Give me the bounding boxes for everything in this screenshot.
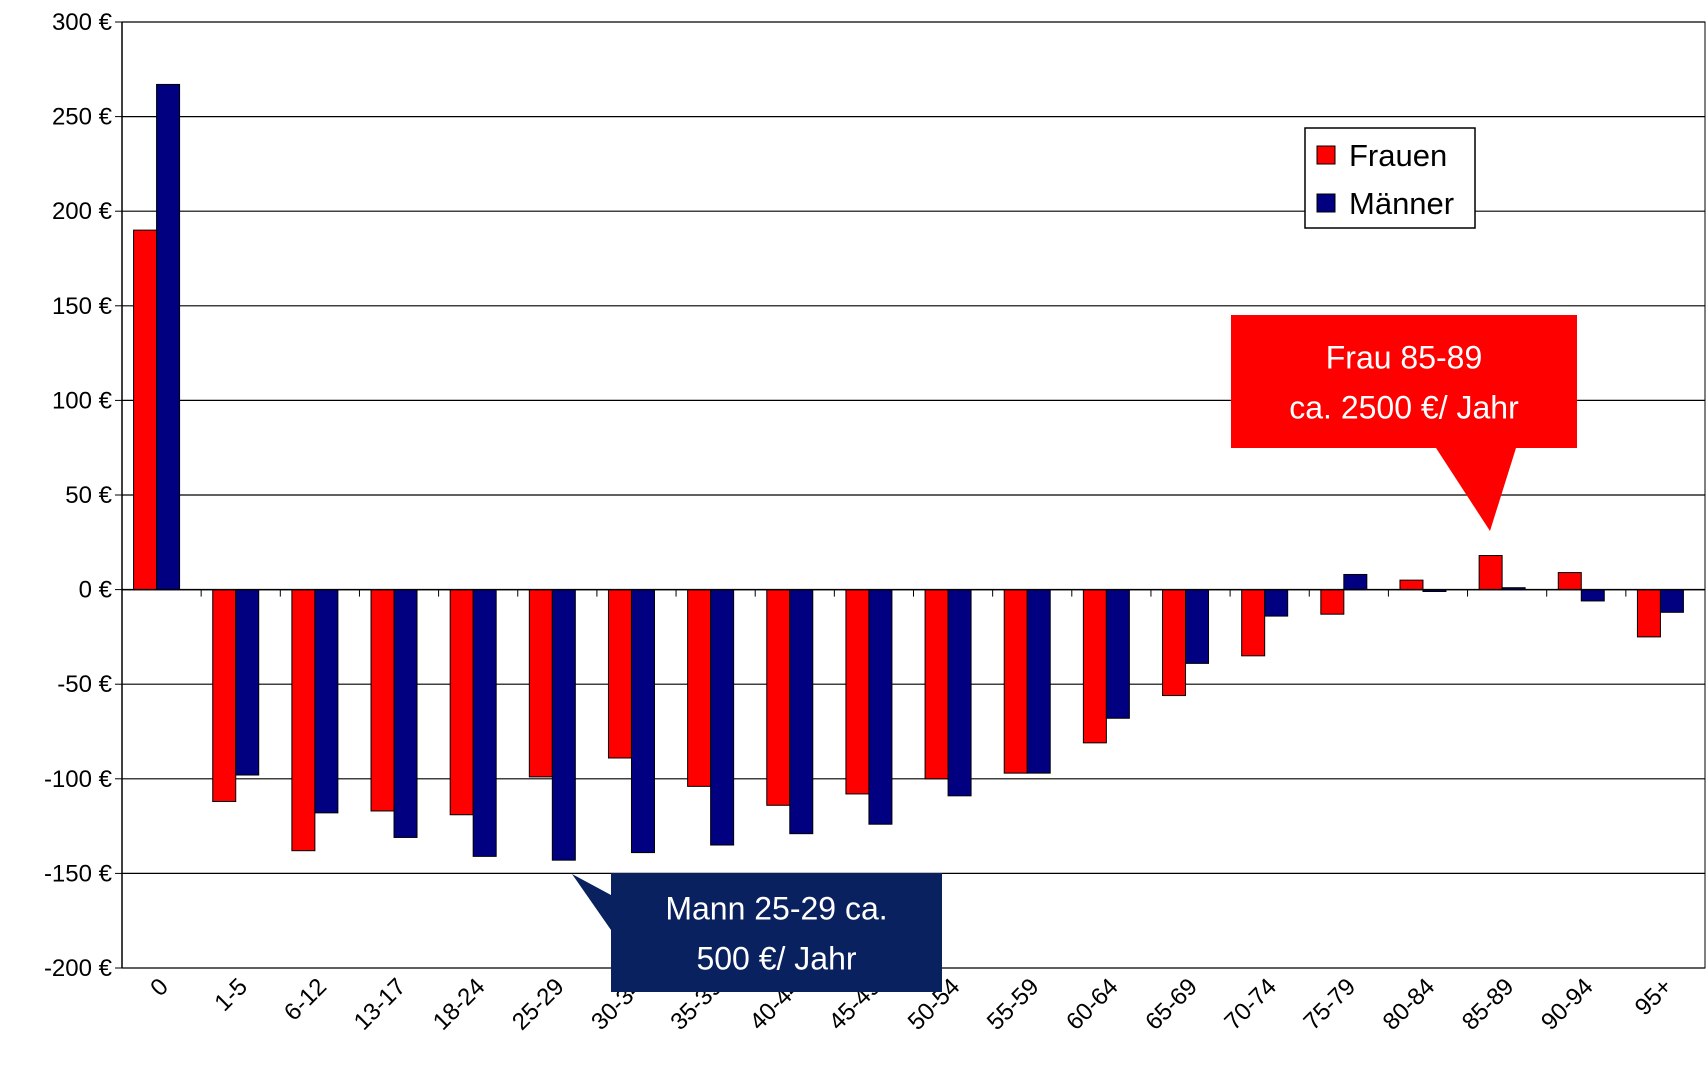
bar <box>1478 555 1503 591</box>
legend-swatch <box>1316 145 1336 165</box>
bar <box>845 589 870 795</box>
bar <box>1264 589 1289 617</box>
callout-box <box>1231 315 1577 448</box>
callout-pointer <box>572 874 611 930</box>
bar <box>1241 589 1266 657</box>
bar <box>1580 589 1605 602</box>
annotation: 500 €/ Jahr <box>696 941 856 977</box>
bar <box>314 589 339 814</box>
bar <box>1636 589 1661 638</box>
bar <box>687 589 712 787</box>
bar <box>370 589 395 812</box>
y-tick-label: 250 € <box>52 104 113 131</box>
bar <box>291 589 316 852</box>
bar <box>868 589 893 825</box>
y-tick-label: -200 € <box>44 955 113 982</box>
bar <box>472 589 497 857</box>
bar <box>1026 589 1051 774</box>
x-tick-label: 80-84 <box>1378 973 1441 1036</box>
bar <box>1320 589 1345 615</box>
legend-label: Männer <box>1349 186 1454 221</box>
y-tick-label: 0 € <box>79 577 113 604</box>
bar <box>156 83 181 591</box>
y-tick-label: 200 € <box>52 198 113 225</box>
y-tick-label: -150 € <box>44 860 113 887</box>
bar <box>1185 589 1210 664</box>
y-tick-label: 100 € <box>52 387 113 414</box>
bar <box>766 589 791 806</box>
x-tick-label: 85-89 <box>1457 973 1520 1036</box>
x-tick-label: 95+ <box>1630 973 1678 1021</box>
bar <box>449 589 474 816</box>
x-tick-label: 13-17 <box>349 973 412 1036</box>
bar <box>1003 589 1028 774</box>
bar <box>924 589 949 780</box>
annotation: ca. 2500 €/ Jahr <box>1289 390 1519 426</box>
y-tick-label: 300 € <box>52 9 113 36</box>
bar <box>551 589 576 861</box>
bar <box>1105 589 1130 719</box>
x-tick-label: 90-94 <box>1536 973 1599 1036</box>
bar <box>1557 572 1582 591</box>
bar <box>947 589 972 797</box>
callout-box <box>611 873 942 992</box>
x-tick-label: 6-12 <box>279 973 332 1026</box>
x-tick-label: 1-5 <box>209 973 253 1017</box>
bar <box>393 589 418 838</box>
y-tick-label: -50 € <box>57 671 112 698</box>
legend-label: Frauen <box>1349 138 1447 173</box>
legend-swatch <box>1316 193 1336 213</box>
x-tick-label: 70-74 <box>1219 973 1282 1036</box>
annotation: Mann 25-29 ca. <box>665 891 887 927</box>
bar <box>235 589 260 776</box>
x-tick-label: 75-79 <box>1299 973 1362 1036</box>
x-tick-label: 65-69 <box>1140 973 1203 1036</box>
bar <box>212 589 237 803</box>
bar <box>607 589 632 759</box>
bar <box>1082 589 1107 744</box>
y-tick-label: 150 € <box>52 293 113 320</box>
x-tick-label: 60-64 <box>1061 973 1124 1036</box>
bar <box>710 589 735 846</box>
bar <box>1343 573 1368 591</box>
bar <box>133 229 158 591</box>
callout-pointer <box>1436 448 1516 531</box>
x-tick-label: 55-59 <box>982 973 1045 1036</box>
bar <box>789 589 814 835</box>
y-tick-label: 50 € <box>65 482 112 509</box>
annotation: Frau 85-89 <box>1326 340 1483 376</box>
x-tick-label: 0 <box>145 973 174 1002</box>
y-tick-label: -100 € <box>44 766 113 793</box>
x-tick-label: 18-24 <box>428 973 491 1036</box>
bar <box>1399 579 1424 591</box>
bar <box>1659 589 1684 613</box>
bar <box>528 589 553 778</box>
x-tick-label: 25-29 <box>507 973 570 1036</box>
bar <box>1162 589 1187 697</box>
bar <box>630 589 655 854</box>
